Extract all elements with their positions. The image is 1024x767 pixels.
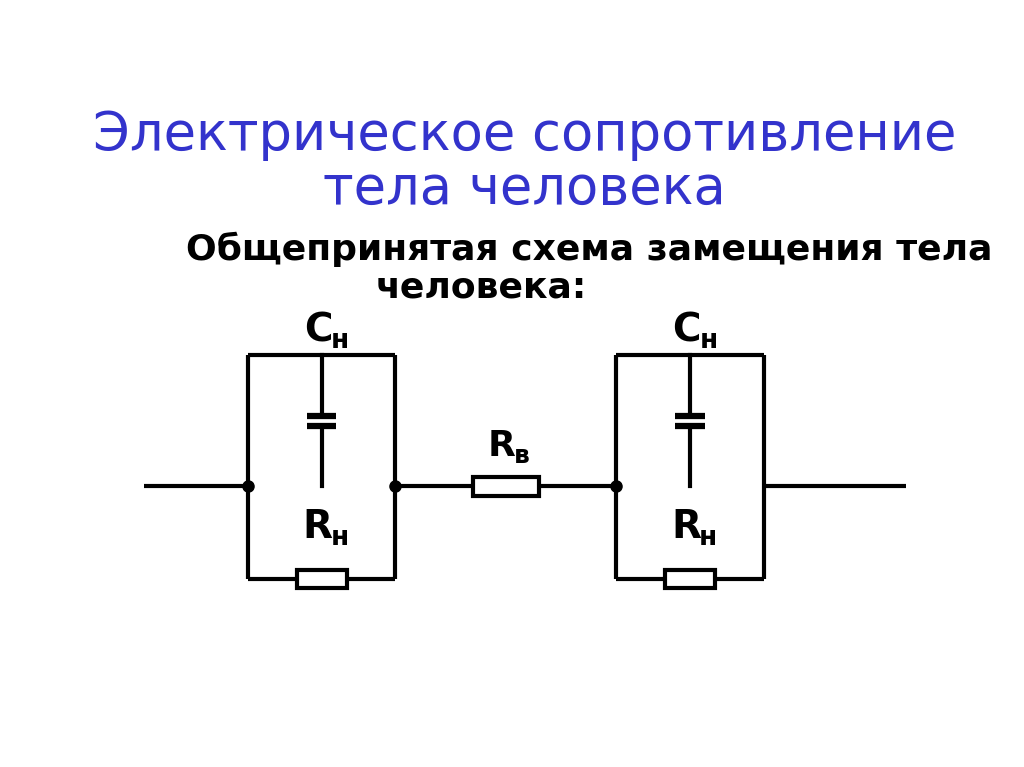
Text: R: R <box>671 509 701 546</box>
Text: человека:: человека: <box>376 271 587 304</box>
Text: R: R <box>303 509 333 546</box>
Bar <box>473 476 539 496</box>
Text: н: н <box>331 525 349 551</box>
Text: н: н <box>698 525 717 551</box>
Text: тела человека: тела человека <box>324 163 726 215</box>
Bar <box>665 570 715 588</box>
Text: R: R <box>487 430 515 463</box>
Bar <box>297 570 347 588</box>
Text: C: C <box>673 312 701 350</box>
Text: в: в <box>513 444 529 468</box>
Text: н: н <box>699 328 718 354</box>
Text: C: C <box>304 312 333 350</box>
Text: Общепринятая схема замещения тела: Общепринятая схема замещения тела <box>186 232 992 268</box>
Text: Электрическое сопротивление: Электрическое сопротивление <box>93 109 956 161</box>
Text: н: н <box>331 328 349 354</box>
